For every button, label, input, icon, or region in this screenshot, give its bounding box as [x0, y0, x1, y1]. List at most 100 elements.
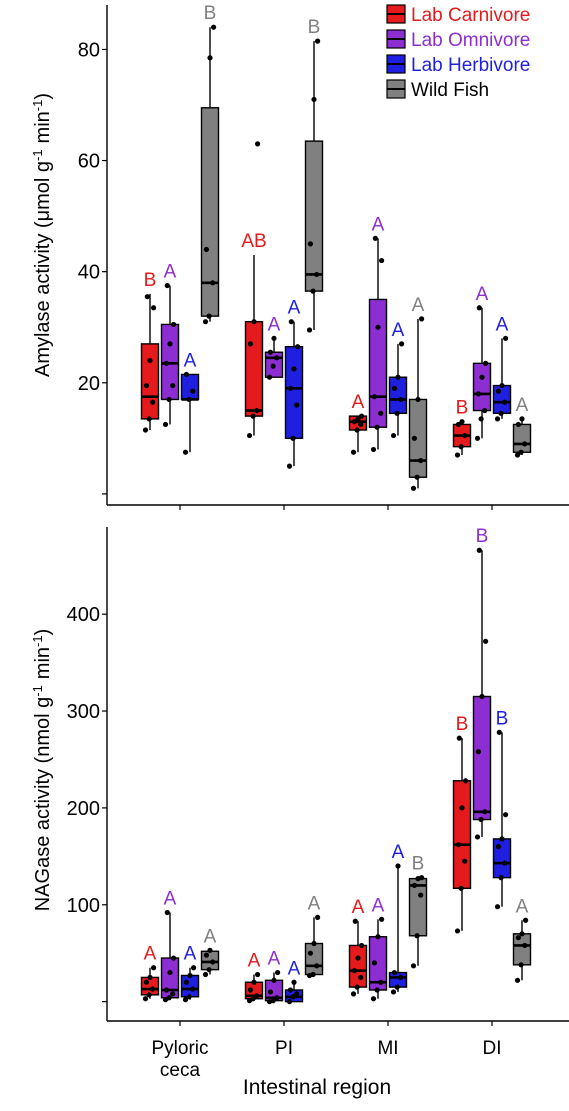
data-point [378, 979, 384, 985]
data-point [150, 986, 156, 992]
data-point [418, 457, 424, 464]
data-point [410, 485, 417, 491]
data-point [459, 419, 465, 425]
data-point [254, 993, 260, 999]
data-point [358, 421, 364, 428]
data-point [147, 357, 153, 364]
data-point [290, 435, 296, 441]
box-iqr [492, 384, 512, 415]
data-point [167, 341, 173, 347]
legend-item-lab-herbivore: Lab Herbivore [386, 54, 530, 76]
data-point [255, 141, 261, 147]
box-iqr [200, 950, 220, 971]
data-point [163, 360, 169, 366]
data-point [170, 991, 176, 997]
significance-letter: A [392, 320, 405, 341]
data-point [456, 735, 462, 741]
data-point [311, 940, 317, 947]
data-point [351, 968, 357, 974]
data-point [266, 374, 273, 380]
nagase-box-lab-omnivore-pyloric-ceca: A [160, 889, 180, 1003]
significance-letter: A [496, 314, 509, 335]
data-point [519, 931, 525, 937]
data-point [415, 396, 421, 403]
data-point [455, 421, 461, 428]
box-iqr [304, 942, 324, 976]
data-point [163, 987, 169, 993]
significance-letter: A [184, 350, 197, 371]
data-point [310, 288, 316, 294]
significance-letter: B [204, 3, 217, 24]
amylase-y-label-main: Amylase activity (μmol g [32, 161, 54, 377]
x-tick-label: PI [275, 1038, 293, 1059]
data-point [462, 432, 468, 439]
box-iqr [160, 323, 180, 401]
data-point [455, 842, 461, 848]
data-point [454, 452, 461, 458]
x-tick-labels: Pyloric ceca PI MI DI [151, 1038, 501, 1081]
data-point [290, 994, 296, 1000]
legend-label: Lab Carnivore [411, 5, 530, 26]
significance-letter: A [144, 944, 157, 965]
data-point [291, 366, 297, 372]
amylase-box-wild-fish-di: A [512, 395, 532, 458]
amylase-box-lab-carnivore-di: B [452, 398, 472, 458]
box-iqr [388, 376, 408, 415]
data-point [143, 382, 149, 389]
amylase-y-label-sup-1: -1 [30, 149, 45, 161]
significance-letter: A [288, 298, 301, 319]
data-point [203, 952, 209, 958]
data-point [247, 341, 253, 347]
data-point [251, 319, 257, 325]
data-point [479, 693, 485, 700]
data-point [498, 410, 504, 416]
data-point [398, 396, 404, 403]
significance-letter: AB [241, 231, 266, 252]
data-point [359, 942, 365, 949]
data-point [287, 385, 293, 391]
data-point [474, 435, 481, 441]
significance-letter: B [496, 708, 509, 729]
significance-letter: A [392, 842, 405, 863]
amylase-box-wild-fish-pyloric-ceca: B [200, 3, 220, 325]
data-point [476, 305, 482, 311]
legend-item-wild-fish: Wild Fish [386, 79, 489, 101]
significance-letter: B [456, 714, 469, 735]
data-point [271, 335, 277, 341]
amylase-y-tick-label: 40 [78, 262, 100, 284]
data-point [482, 809, 488, 815]
data-point [291, 979, 297, 985]
data-point [171, 955, 177, 961]
nagase-y-tick-label: 100 [67, 895, 100, 917]
data-point [286, 999, 293, 1005]
data-point [479, 374, 485, 380]
data-point [251, 979, 257, 985]
data-point [395, 863, 401, 869]
data-point [503, 812, 509, 818]
amylase-box-lab-carnivore-mi: A [348, 392, 368, 455]
data-point [419, 316, 425, 322]
amylase-y-label-unit: min [32, 111, 54, 143]
box-iqr [408, 877, 428, 937]
data-point [164, 282, 170, 289]
data-point [496, 729, 502, 735]
data-point [499, 382, 505, 389]
data-point [202, 319, 209, 325]
data-point [295, 344, 301, 350]
data-point [144, 294, 150, 300]
data-point [518, 962, 524, 968]
significance-letter: A [372, 895, 385, 916]
data-point [255, 971, 261, 978]
significance-letter: A [204, 926, 217, 947]
data-point [410, 963, 417, 969]
significance-letter: A [476, 284, 489, 305]
significance-letter: A [372, 214, 385, 235]
nagase-box-wild-fish-mi: B [408, 854, 428, 969]
box-iqr [348, 944, 368, 988]
data-point [518, 449, 524, 455]
data-point [246, 432, 253, 439]
amylase-box-lab-herbivore-pyloric-ceca: A [180, 350, 200, 455]
data-point [371, 394, 377, 400]
